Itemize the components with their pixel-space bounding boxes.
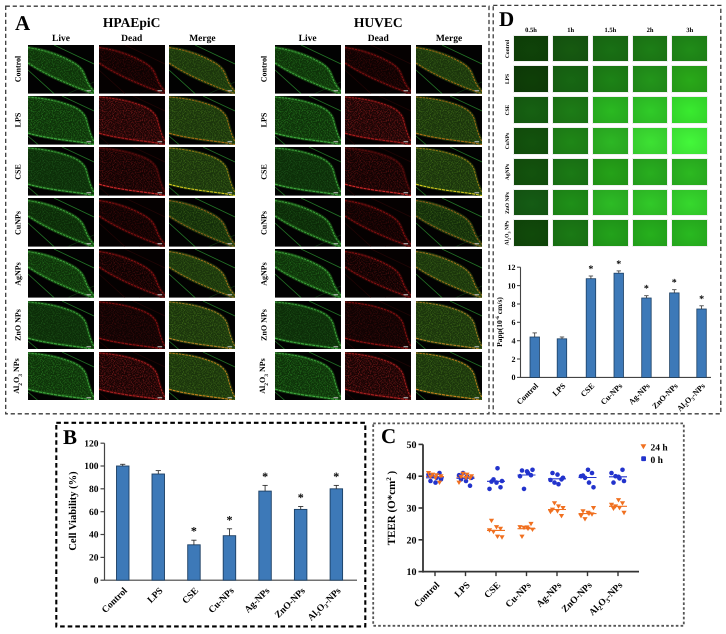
svg-text:80: 80 <box>89 485 99 495</box>
svg-text:0: 0 <box>512 373 516 382</box>
svg-text:*: * <box>672 278 677 289</box>
svg-text:TEER (O*cm2 ): TEER (O*cm2 ) <box>385 470 398 545</box>
svg-text:4: 4 <box>512 337 516 346</box>
svg-text:Cu-NPs: Cu-NPs <box>207 586 237 616</box>
svg-text:Cu-NPs: Cu-NPs <box>504 580 534 610</box>
svg-text:10: 10 <box>508 281 516 290</box>
svg-text:120: 120 <box>84 439 99 449</box>
svg-text:2: 2 <box>512 355 516 364</box>
svg-text:Al2O3-NPs: Al2O3-NPs <box>306 586 344 624</box>
svg-text:Cell Viability (%): Cell Viability (%) <box>68 470 79 550</box>
svg-text:20: 20 <box>89 553 99 563</box>
svg-text:CSE: CSE <box>483 581 503 601</box>
svg-text:Control: Control <box>100 586 130 616</box>
svg-text:Cu-NPs: Cu-NPs <box>599 381 624 406</box>
svg-text:0 h: 0 h <box>651 456 664 466</box>
svg-text:24 h: 24 h <box>651 444 669 454</box>
svg-text:*: * <box>644 284 649 295</box>
svg-text:Ag-NPs: Ag-NPs <box>627 381 652 406</box>
svg-text:40: 40 <box>407 472 417 483</box>
svg-text:Al2O3-NPs: Al2O3-NPs <box>675 381 708 413</box>
svg-text:8: 8 <box>512 300 516 309</box>
svg-text:LPS: LPS <box>453 581 472 600</box>
svg-text:0: 0 <box>94 576 99 586</box>
svg-text:*: * <box>588 264 593 275</box>
svg-text:30: 30 <box>407 504 417 515</box>
svg-text:Ag-NPs: Ag-NPs <box>535 580 564 609</box>
svg-text:20: 20 <box>407 535 417 546</box>
svg-text:Ag-NPs: Ag-NPs <box>243 586 272 615</box>
svg-text:10: 10 <box>407 567 417 578</box>
svg-text:*: * <box>262 469 268 483</box>
svg-text:Al2O3-NPs: Al2O3-NPs <box>588 580 626 618</box>
svg-text:100: 100 <box>84 462 99 472</box>
svg-text:*: * <box>699 294 704 305</box>
svg-text:Control: Control <box>515 381 541 407</box>
svg-text:CSE: CSE <box>181 586 201 606</box>
svg-text:40: 40 <box>89 530 99 540</box>
svg-text:Control: Control <box>413 580 443 610</box>
svg-text:LPS: LPS <box>551 381 568 398</box>
svg-text:*: * <box>616 259 621 270</box>
svg-text:12: 12 <box>508 263 516 272</box>
svg-text:*: * <box>298 490 304 504</box>
svg-text:CSE: CSE <box>579 381 596 398</box>
svg-text:60: 60 <box>89 507 99 517</box>
svg-text:LPS: LPS <box>146 586 165 605</box>
svg-text:50: 50 <box>407 440 417 451</box>
svg-text:6: 6 <box>512 318 516 327</box>
svg-text:*: * <box>191 524 197 538</box>
svg-text:*: * <box>333 469 339 483</box>
svg-text:*: * <box>227 512 233 526</box>
svg-text:ZnO-NPs: ZnO-NPs <box>273 586 308 621</box>
svg-text:Papp(10-6 cm/s): Papp(10-6 cm/s) <box>495 297 504 347</box>
